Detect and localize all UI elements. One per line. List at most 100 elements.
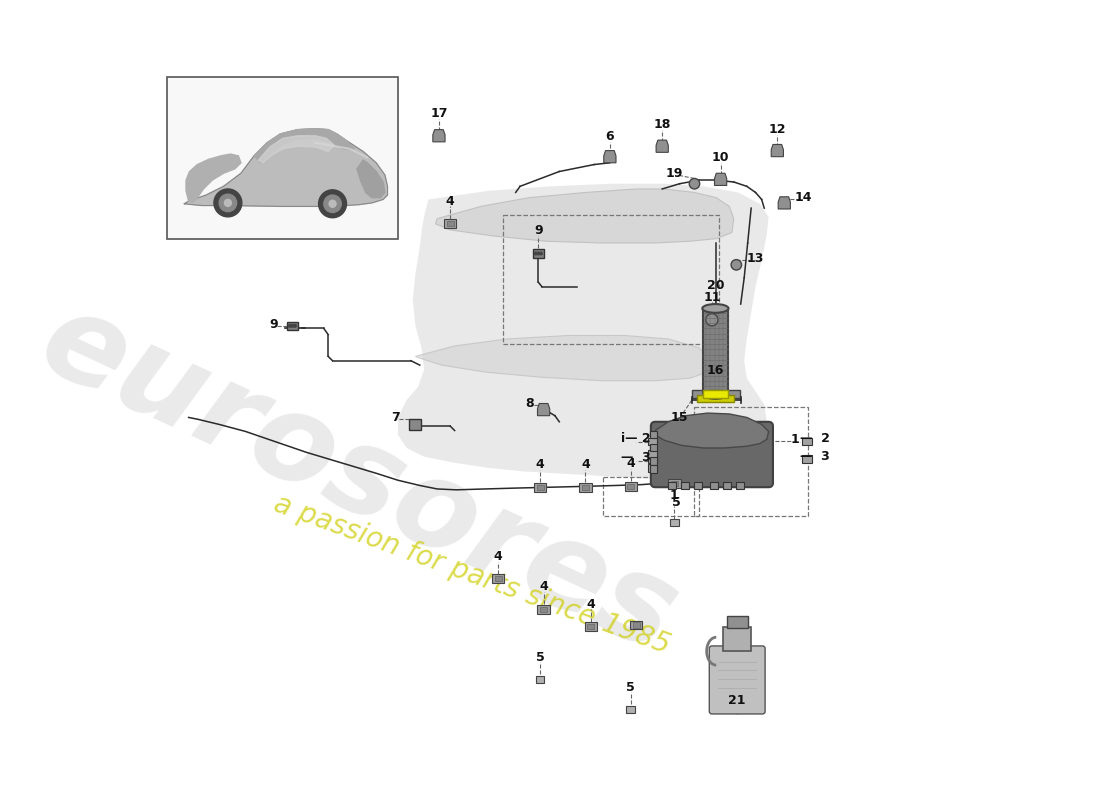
Bar xyxy=(492,574,504,583)
Bar xyxy=(444,219,456,228)
Bar xyxy=(703,309,727,393)
Bar xyxy=(703,390,727,398)
Polygon shape xyxy=(656,140,669,152)
Circle shape xyxy=(706,314,718,326)
Polygon shape xyxy=(185,129,387,206)
Text: 4: 4 xyxy=(626,457,635,470)
Bar xyxy=(694,482,702,489)
Circle shape xyxy=(288,325,292,327)
Circle shape xyxy=(323,195,341,213)
Circle shape xyxy=(219,194,236,212)
Text: 6: 6 xyxy=(606,130,614,143)
Circle shape xyxy=(540,252,542,254)
Polygon shape xyxy=(358,160,385,198)
Text: 4: 4 xyxy=(539,580,548,593)
Text: 13: 13 xyxy=(747,252,764,266)
Circle shape xyxy=(537,252,540,254)
Polygon shape xyxy=(604,150,616,162)
Bar xyxy=(447,222,454,226)
Text: 12: 12 xyxy=(769,123,786,136)
Bar xyxy=(681,482,690,489)
Bar xyxy=(692,390,740,398)
Text: 1: 1 xyxy=(670,490,679,502)
Bar xyxy=(536,675,544,682)
Text: 5: 5 xyxy=(672,495,681,509)
Bar xyxy=(650,430,657,438)
Bar xyxy=(650,457,657,465)
Circle shape xyxy=(294,325,296,327)
Text: 4: 4 xyxy=(494,550,503,563)
Bar xyxy=(630,621,642,630)
Text: 15: 15 xyxy=(671,411,689,424)
Bar xyxy=(650,466,657,474)
Bar xyxy=(694,407,807,516)
Polygon shape xyxy=(416,335,712,381)
Bar xyxy=(669,479,681,488)
Bar xyxy=(648,455,657,462)
Text: 16: 16 xyxy=(706,364,724,377)
Bar xyxy=(582,485,588,490)
Bar xyxy=(167,78,398,238)
Text: 5: 5 xyxy=(536,650,544,664)
Bar xyxy=(648,438,657,446)
Polygon shape xyxy=(186,154,241,202)
Text: 4: 4 xyxy=(446,194,454,208)
Circle shape xyxy=(690,178,700,189)
Text: 4: 4 xyxy=(536,458,544,471)
Text: —  2: — 2 xyxy=(800,432,829,445)
Circle shape xyxy=(292,325,294,327)
Circle shape xyxy=(329,200,336,207)
Bar xyxy=(671,481,678,486)
Ellipse shape xyxy=(702,304,728,313)
Polygon shape xyxy=(432,130,446,142)
Bar xyxy=(669,482,676,489)
Polygon shape xyxy=(436,189,734,243)
Bar xyxy=(712,649,762,711)
Polygon shape xyxy=(715,174,727,186)
Text: eurosores: eurosores xyxy=(23,280,694,677)
Text: 9: 9 xyxy=(270,318,278,330)
Bar xyxy=(802,455,812,462)
Bar xyxy=(723,626,751,651)
Text: 21: 21 xyxy=(728,694,746,706)
Text: 17: 17 xyxy=(430,107,448,121)
Bar xyxy=(534,483,547,491)
Text: 4: 4 xyxy=(581,458,590,471)
Bar xyxy=(697,394,734,402)
Text: 10: 10 xyxy=(712,151,729,164)
Bar xyxy=(736,482,745,489)
Bar xyxy=(534,249,543,258)
Bar xyxy=(802,438,812,446)
Bar xyxy=(580,483,592,491)
Circle shape xyxy=(319,190,346,218)
Text: 7: 7 xyxy=(390,411,399,424)
Bar xyxy=(503,215,719,344)
Text: 20: 20 xyxy=(706,279,724,292)
Bar xyxy=(538,605,550,614)
Polygon shape xyxy=(656,413,769,448)
Bar xyxy=(648,450,657,458)
Text: 8: 8 xyxy=(526,397,534,410)
Bar xyxy=(584,622,597,631)
Bar xyxy=(540,606,547,612)
Ellipse shape xyxy=(704,392,727,399)
Circle shape xyxy=(535,252,537,254)
Polygon shape xyxy=(254,129,354,162)
Bar xyxy=(287,322,298,330)
Bar xyxy=(625,482,637,490)
Text: 4: 4 xyxy=(586,598,595,610)
Bar xyxy=(603,477,698,516)
Bar xyxy=(409,419,421,430)
Polygon shape xyxy=(258,136,334,162)
Bar xyxy=(710,390,723,397)
Bar xyxy=(711,482,718,489)
Polygon shape xyxy=(771,145,783,157)
Bar xyxy=(627,484,635,489)
Bar xyxy=(632,622,639,628)
Text: —  3: — 3 xyxy=(800,450,829,463)
Text: 18: 18 xyxy=(653,118,671,131)
Bar xyxy=(587,624,594,630)
Bar xyxy=(650,444,657,451)
Polygon shape xyxy=(538,403,550,416)
Text: 5: 5 xyxy=(626,682,635,694)
